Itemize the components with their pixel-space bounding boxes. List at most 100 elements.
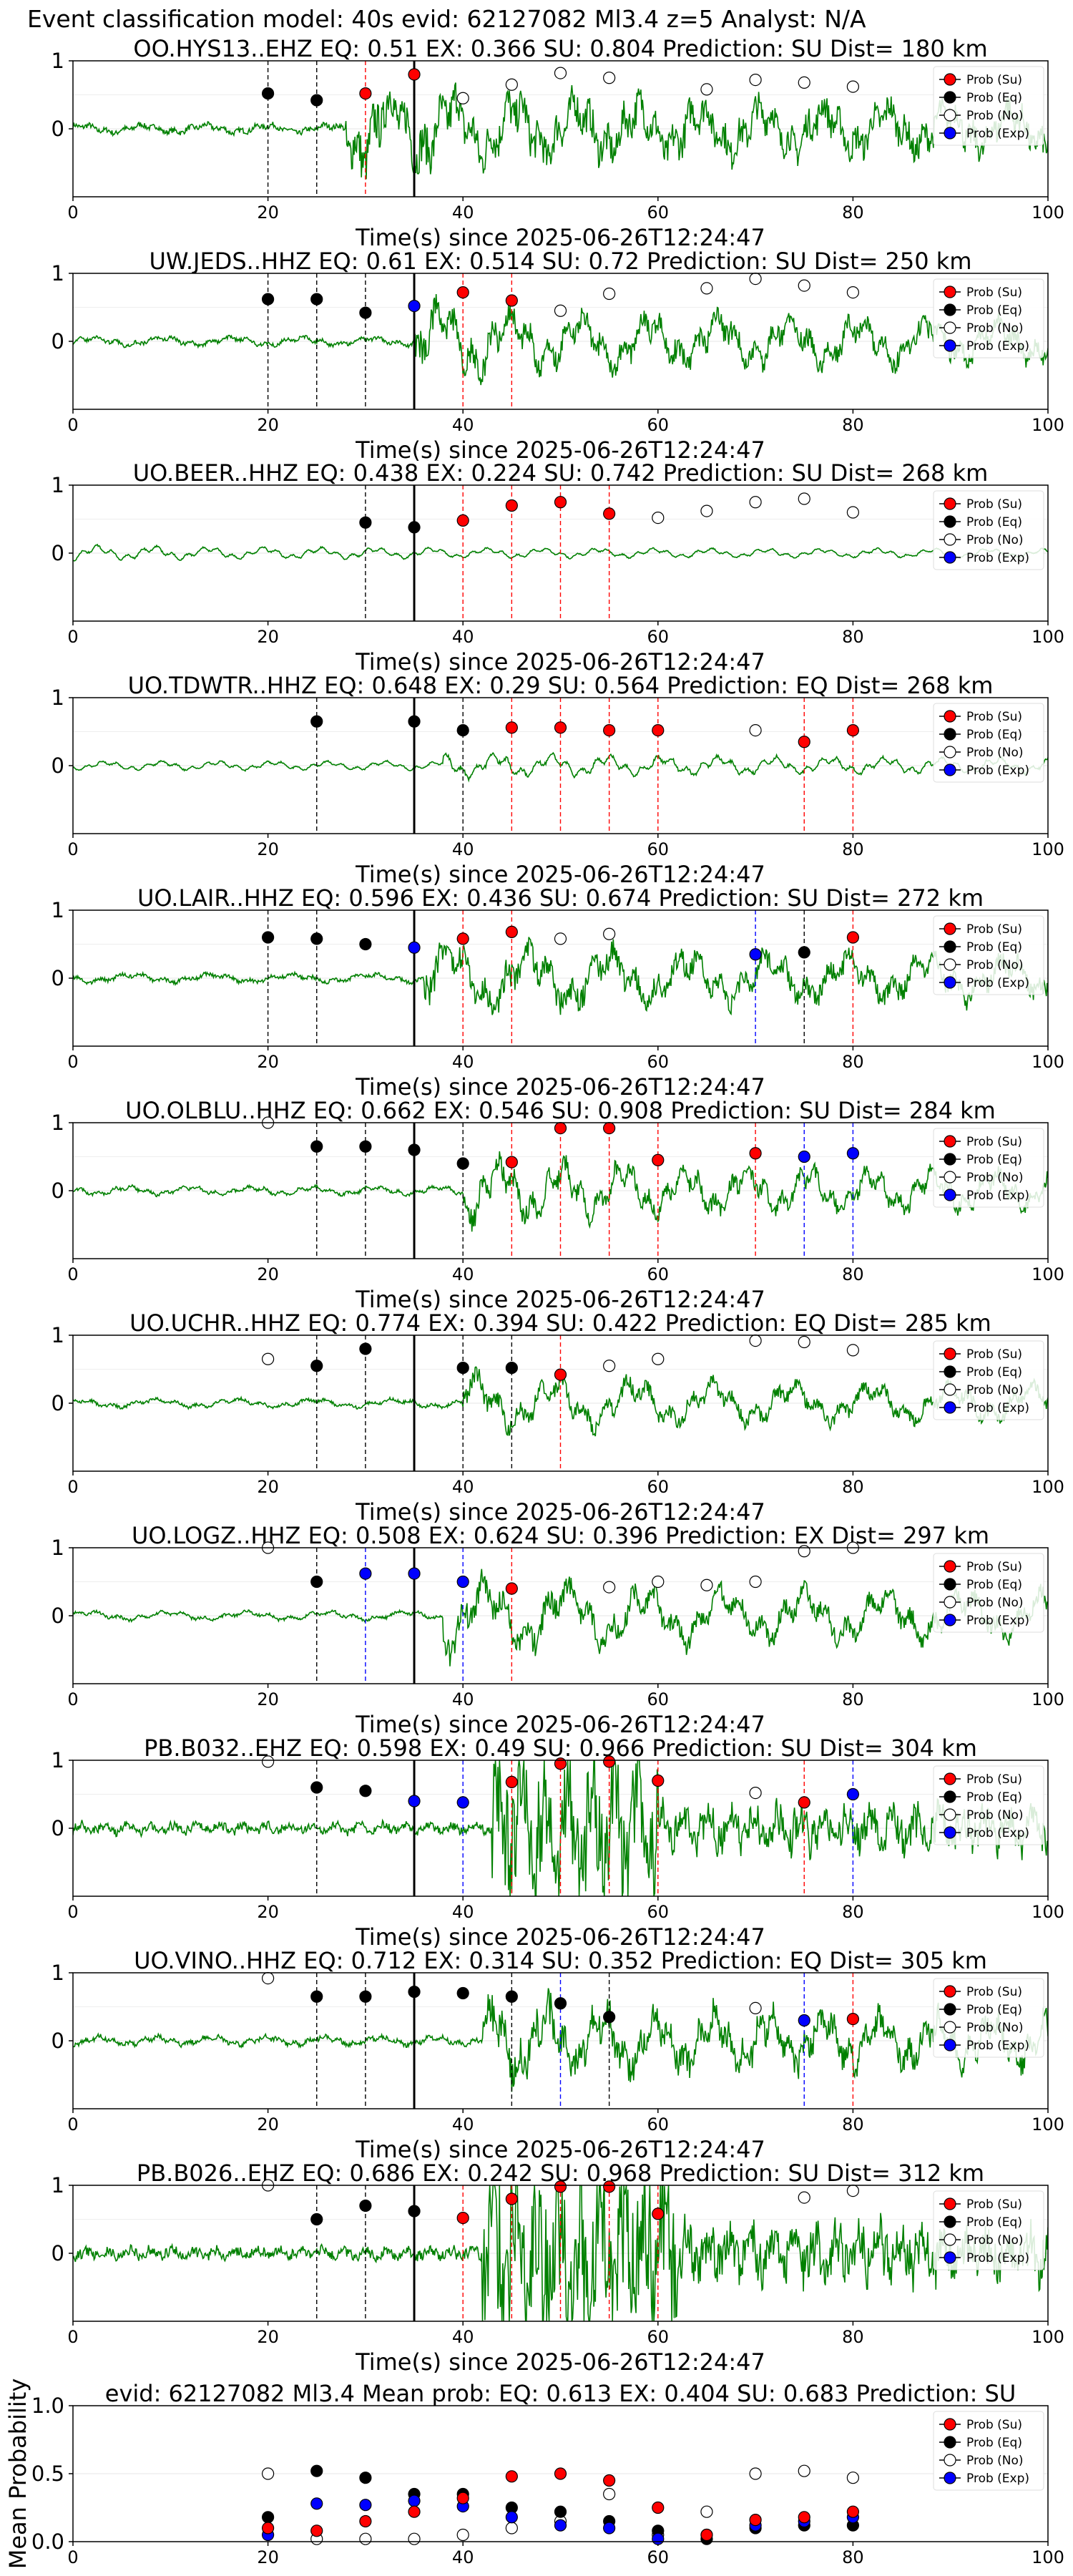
prob-point-exp — [408, 1795, 421, 1807]
legend-marker — [944, 1189, 956, 1201]
x-tick-label: 20 — [257, 1902, 279, 1922]
legend-label: Prob (No) — [966, 1596, 1024, 1610]
x-tick-label: 100 — [1032, 415, 1064, 435]
x-tick-label: 40 — [452, 627, 474, 647]
x-tick-label: 20 — [257, 2327, 279, 2347]
prob-point-su — [456, 286, 469, 299]
x-tick-label: 80 — [842, 1477, 864, 1497]
legend-marker — [944, 533, 956, 546]
legend-label: Prob (No) — [966, 533, 1024, 547]
legend-marker — [944, 940, 956, 953]
prob-point-eq — [408, 1143, 421, 1156]
panel-title: OO.HYS13..EHZ EQ: 0.51 EX: 0.366 SU: 0.8… — [133, 35, 987, 62]
legend-label: Prob (Exp) — [966, 2472, 1029, 2486]
panel-title: UO.TDWTR..HHZ EQ: 0.648 EX: 0.29 SU: 0.5… — [128, 672, 994, 699]
x-tick-label: 40 — [452, 2327, 474, 2347]
legend-label: Prob (Su) — [966, 497, 1022, 512]
legend-label: Prob (Eq) — [966, 91, 1022, 105]
prob-point-no — [700, 83, 713, 96]
legend-marker — [944, 958, 956, 971]
prob-point-su — [554, 1121, 567, 1135]
prob-point-no — [798, 1545, 810, 1558]
prob-point-exp — [846, 1787, 860, 1801]
station-panel: OO.HYS13..EHZ EQ: 0.51 EX: 0.366 SU: 0.8… — [52, 35, 1064, 251]
axes-frame — [72, 60, 1049, 197]
prob-point-su — [554, 1757, 567, 1770]
x-tick-label: 60 — [647, 839, 670, 859]
prob-point-eq — [310, 293, 323, 306]
prob-point-no — [846, 2185, 860, 2197]
prob-point-no — [359, 2532, 372, 2545]
prob-point-eq — [408, 715, 421, 728]
y-tick-label: 1 — [52, 898, 64, 922]
x-tick-label: 40 — [452, 1264, 474, 1284]
legend-label: Prob (Eq) — [966, 1578, 1022, 1592]
x-tick-label: 80 — [842, 415, 864, 435]
prob-point-su — [846, 723, 860, 737]
x-tick-label: 0 — [67, 1264, 78, 1284]
x-tick-label: 20 — [257, 839, 279, 859]
prob-point-eq — [359, 306, 372, 319]
x-tick-label: 60 — [647, 415, 670, 435]
prob-point-eq — [359, 2199, 372, 2212]
legend-marker — [944, 2436, 956, 2449]
prob-point-su — [505, 1582, 518, 1595]
prob-point-su — [262, 2522, 275, 2534]
legend-label: Prob (Su) — [966, 1347, 1022, 1362]
x-tick-label: 60 — [647, 203, 670, 223]
x-tick-label: 100 — [1032, 627, 1064, 647]
prob-point-su — [456, 2492, 469, 2504]
waveform-trace — [73, 293, 1048, 386]
x-tick-label: 40 — [452, 1052, 474, 1072]
legend-marker — [944, 1614, 956, 1626]
x-axis-label: Time(s) since 2025-06-26T12:24:47 — [355, 2136, 765, 2163]
legend-marker — [944, 2233, 956, 2246]
x-axis-label: Time(s) since 2025-06-26T12:24:47 — [355, 1286, 765, 1313]
prob-point-no — [798, 2191, 810, 2204]
legend-label: Prob (Exp) — [966, 763, 1029, 778]
legend-marker — [944, 1135, 956, 1148]
legend-label: Prob (Su) — [966, 1985, 1022, 1999]
x-tick-label: 0 — [67, 1477, 78, 1497]
y-tick-label: 0 — [52, 117, 64, 141]
mean-probability-panel: evid: 62127082 Ml3.4 Mean prob: EQ: 0.61… — [4, 2379, 1064, 2570]
prob-point-su — [554, 2467, 567, 2480]
legend-marker — [944, 976, 956, 989]
legend-label: Prob (No) — [966, 2454, 1024, 2468]
legend-label: Prob (Su) — [966, 710, 1022, 724]
axes-frame — [72, 2185, 1049, 2322]
prob-point-no — [749, 2467, 762, 2480]
prob-point-eq — [310, 715, 323, 728]
legend-marker — [944, 515, 956, 528]
legend-label: Prob (Su) — [966, 73, 1022, 87]
prob-point-no — [603, 1581, 616, 1594]
prob-point-no — [554, 932, 567, 945]
x-tick-label: 60 — [647, 1689, 670, 1709]
prob-point-exp — [408, 1567, 421, 1580]
x-tick-label: 40 — [452, 839, 474, 859]
prob-point-no — [456, 2528, 469, 2542]
y-tick-label: 0.0 — [31, 2529, 64, 2554]
prob-point-exp — [408, 941, 421, 954]
prob-point-eq — [456, 1986, 469, 2000]
prob-point-no — [846, 2472, 860, 2484]
x-tick-label: 0 — [67, 203, 78, 223]
x-tick-label: 60 — [647, 1264, 670, 1284]
prob-point-eq — [798, 946, 810, 959]
y-tick-label: 0 — [52, 1816, 64, 1840]
legend-marker — [944, 1596, 956, 1609]
prob-point-exp — [554, 2519, 567, 2532]
prob-point-su — [456, 932, 469, 945]
prob-point-su — [652, 723, 665, 737]
legend-marker — [944, 2418, 956, 2431]
legend-label: Prob (Eq) — [966, 940, 1022, 955]
legend-box — [933, 1553, 1044, 1633]
prob-point-su — [456, 2212, 469, 2225]
legend-marker — [944, 1383, 956, 1396]
prob-point-no — [749, 723, 762, 737]
prob-point-eq — [359, 2472, 372, 2484]
x-axis-label: Time(s) since 2025-06-26T12:24:47 — [355, 2348, 765, 2376]
prob-point-su — [846, 931, 860, 944]
x-tick-label: 80 — [842, 203, 864, 223]
prob-point-exp — [798, 1150, 810, 1163]
